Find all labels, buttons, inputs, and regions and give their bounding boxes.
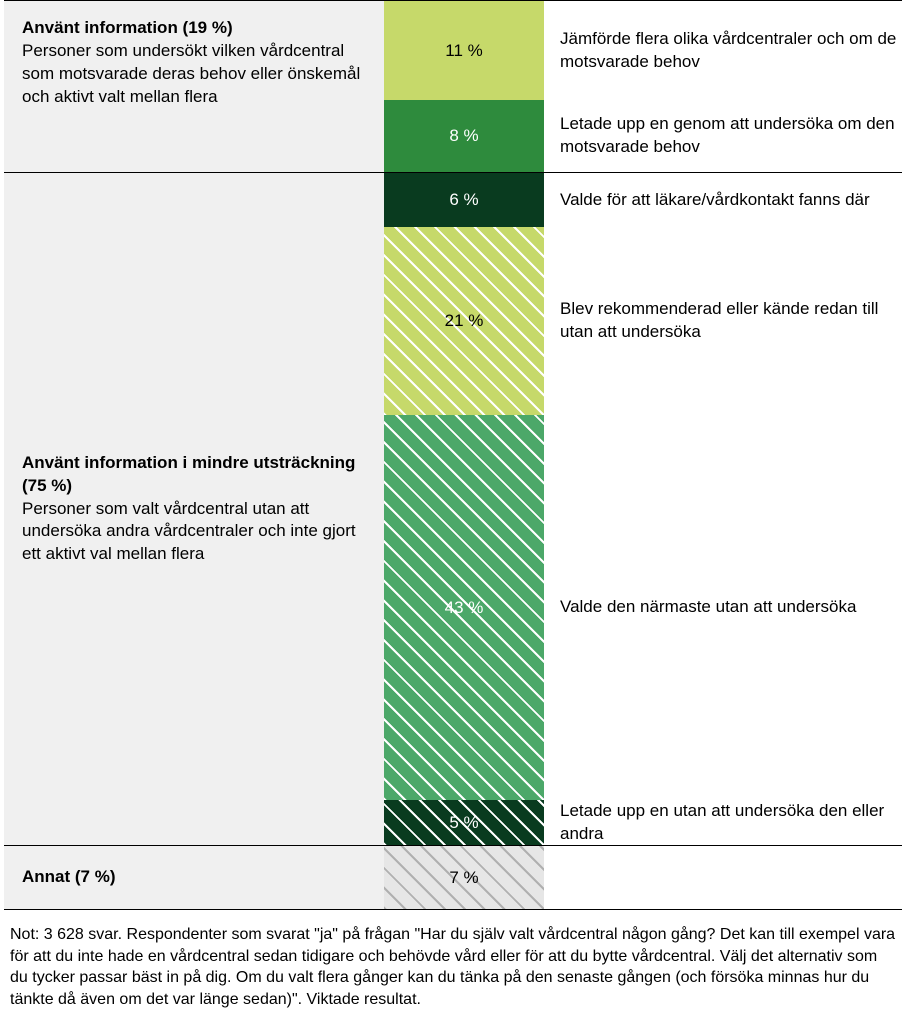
right-2: Valde för att läkare/vårdkontakt fanns d… (544, 173, 902, 845)
group-1-title: Använt information (19 %) (22, 18, 233, 37)
right-3-1 (544, 846, 902, 909)
seg-2-3-label: 43 % (445, 598, 484, 618)
seg-1-2-label: 8 % (449, 126, 478, 146)
seg-1-1: 11 % (384, 1, 544, 100)
group-less-info: Använt information i mindre utsträckning… (4, 172, 902, 845)
footnote-text: Not: 3 628 svar. Respondenter som svarat… (4, 910, 902, 1024)
seg-2-2: 21 % (384, 227, 544, 415)
right-1-1-text: Jämförde flera olika vårdcentraler och o… (560, 28, 902, 74)
seg-2-1: 6 % (384, 173, 544, 227)
page: Använt information (19 %) Personer som u… (0, 0, 906, 1024)
seg-2-3: 43 % (384, 415, 544, 800)
right-2-4: Letade upp en utan att undersöka den ell… (544, 800, 902, 845)
seg-2-2-label: 21 % (445, 311, 484, 331)
group-1-desc: Personer som undersökt vilken vårdcentra… (22, 41, 360, 106)
group-2-title: Använt information i mindre utsträckning… (22, 453, 355, 495)
right-2-1: Valde för att läkare/vårdkontakt fanns d… (544, 173, 902, 227)
right-2-1-text: Valde för att läkare/vårdkontakt fanns d… (560, 189, 870, 212)
seg-3-1-label: 7 % (449, 868, 478, 888)
group-other: Annat (7 %) 7 % (4, 845, 902, 910)
group-left-3: Annat (7 %) (4, 846, 384, 909)
right-2-4-text: Letade upp en utan att undersöka den ell… (560, 800, 902, 846)
segments-1: 11 % 8 % (384, 1, 544, 172)
group-left-2: Använt information i mindre utsträckning… (4, 173, 384, 845)
group-left-1: Använt information (19 %) Personer som u… (4, 1, 384, 172)
right-3 (544, 846, 902, 909)
group-3-title: Annat (7 %) (22, 867, 116, 886)
group-2-desc: Personer som valt vårdcentral utan att u… (22, 499, 356, 564)
right-2-3-text: Valde den närmaste utan att undersöka (560, 596, 856, 619)
right-2-2: Blev rekommenderad eller kände redan til… (544, 227, 902, 415)
seg-1-1-label: 11 % (445, 41, 483, 61)
right-1-2-text: Letade upp en genom att undersöka om den… (560, 113, 902, 159)
right-1-2: Letade upp en genom att undersöka om den… (544, 100, 902, 172)
right-2-2-text: Blev rekommenderad eller kände redan til… (560, 298, 902, 344)
seg-2-4: 5 % (384, 800, 544, 845)
right-1-1: Jämförde flera olika vårdcentraler och o… (544, 1, 902, 100)
seg-3-1: 7 % (384, 846, 544, 909)
seg-2-1-label: 6 % (449, 190, 478, 210)
seg-1-2: 8 % (384, 100, 544, 172)
right-1: Jämförde flera olika vårdcentraler och o… (544, 1, 902, 172)
seg-2-4-label: 5 % (449, 813, 478, 833)
segments-2: 6 % 21 % 43 % 5 % (384, 173, 544, 845)
segments-3: 7 % (384, 846, 544, 909)
right-2-3: Valde den närmaste utan att undersöka (544, 415, 902, 800)
group-used-info: Använt information (19 %) Personer som u… (4, 0, 902, 172)
